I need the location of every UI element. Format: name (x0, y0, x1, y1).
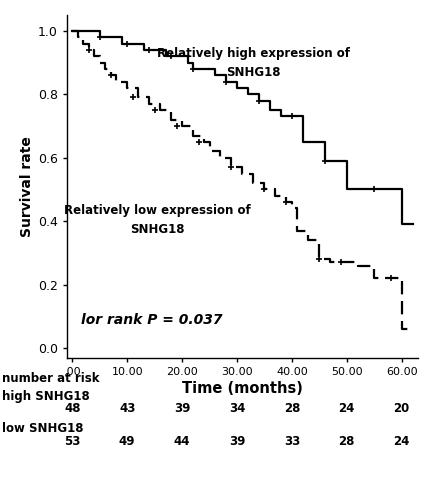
Text: 24: 24 (338, 402, 354, 415)
Text: 39: 39 (173, 402, 190, 415)
Text: 43: 43 (119, 402, 135, 415)
Text: number at risk: number at risk (2, 372, 99, 386)
Text: 44: 44 (173, 435, 190, 448)
Text: 24: 24 (393, 435, 409, 448)
X-axis label: Time (months): Time (months) (181, 380, 302, 396)
Text: 20: 20 (393, 402, 409, 415)
Text: high SNHG18: high SNHG18 (2, 390, 90, 403)
Y-axis label: Survival rate: Survival rate (20, 136, 34, 236)
Text: 53: 53 (64, 435, 80, 448)
Text: SNHG18: SNHG18 (226, 66, 280, 78)
Text: low SNHG18: low SNHG18 (2, 422, 83, 436)
Text: 48: 48 (64, 402, 80, 415)
Text: SNHG18: SNHG18 (130, 222, 184, 235)
Text: 28: 28 (338, 435, 354, 448)
Text: lor rank P = 0.037: lor rank P = 0.037 (80, 314, 221, 328)
Text: 49: 49 (119, 435, 135, 448)
Text: Relatively low expression of: Relatively low expression of (64, 204, 250, 216)
Text: 28: 28 (283, 402, 299, 415)
Text: 39: 39 (228, 435, 245, 448)
Text: 33: 33 (283, 435, 299, 448)
Text: Relatively high expression of: Relatively high expression of (157, 46, 349, 60)
Text: 34: 34 (228, 402, 245, 415)
